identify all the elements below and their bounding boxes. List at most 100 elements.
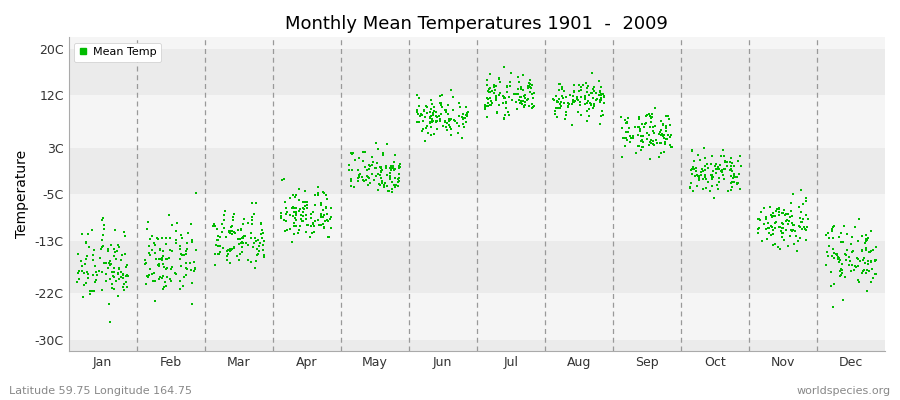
Point	[584, 102, 598, 109]
Point	[691, 172, 706, 179]
Point	[168, 270, 183, 277]
Point	[519, 97, 534, 103]
Point	[353, 171, 367, 177]
Bar	[68, 37, 885, 49]
Point	[482, 84, 497, 91]
Point	[321, 234, 336, 240]
Point	[289, 217, 303, 223]
Point	[761, 220, 776, 226]
Point	[176, 274, 191, 280]
Point	[410, 110, 425, 117]
Point	[521, 80, 535, 87]
Point	[794, 219, 808, 226]
Point	[121, 273, 135, 280]
Point	[572, 97, 586, 104]
Point	[552, 95, 566, 102]
Point	[833, 272, 848, 278]
Point	[493, 90, 508, 96]
Point	[856, 257, 870, 263]
Y-axis label: Temperature: Temperature	[15, 150, 29, 238]
Point	[235, 239, 249, 245]
Point	[306, 209, 320, 216]
Point	[289, 209, 303, 215]
Point	[771, 212, 786, 218]
Point	[169, 240, 184, 246]
Point	[788, 228, 802, 234]
Point	[864, 258, 878, 264]
Point	[652, 129, 667, 136]
Point	[111, 293, 125, 300]
Point	[709, 182, 724, 189]
Point	[752, 226, 766, 232]
Point	[774, 233, 788, 240]
Point	[550, 98, 564, 105]
Point	[142, 271, 157, 278]
Point	[306, 220, 320, 226]
Point	[163, 247, 177, 254]
Point	[636, 123, 651, 130]
Point	[636, 143, 651, 150]
Point	[646, 140, 661, 147]
Point	[845, 234, 859, 240]
Point	[798, 237, 813, 243]
Point	[363, 163, 377, 169]
Point	[252, 243, 266, 250]
Point	[165, 248, 179, 255]
Point	[386, 165, 400, 171]
Point	[626, 133, 641, 139]
Point	[648, 105, 662, 111]
Point	[851, 263, 866, 269]
Point	[120, 272, 134, 278]
Point	[594, 90, 608, 97]
Point	[790, 238, 805, 245]
Point	[119, 264, 133, 270]
Point	[626, 135, 641, 141]
Point	[424, 97, 438, 103]
Point	[214, 229, 229, 235]
Point	[798, 227, 813, 233]
Point	[591, 78, 606, 84]
Point	[836, 239, 850, 246]
Point	[81, 270, 95, 277]
Point	[324, 204, 338, 211]
Point	[384, 188, 399, 195]
Point	[724, 180, 738, 186]
Point	[734, 163, 748, 169]
Point	[164, 266, 178, 272]
Point	[776, 225, 790, 232]
Point	[690, 152, 705, 158]
Point	[163, 234, 177, 241]
Point	[417, 107, 431, 114]
Point	[220, 253, 235, 260]
Point	[706, 174, 720, 180]
Point	[634, 133, 648, 139]
Point	[777, 210, 791, 216]
Point	[299, 216, 313, 222]
Point	[276, 216, 291, 223]
Point	[588, 101, 602, 107]
Point	[159, 265, 174, 271]
Point	[446, 117, 461, 124]
Point	[850, 276, 865, 283]
Point	[232, 257, 247, 264]
Point	[112, 244, 127, 250]
Point	[716, 153, 731, 160]
Point	[392, 174, 407, 181]
Point	[245, 213, 259, 220]
Point	[304, 211, 319, 218]
Point	[592, 92, 607, 98]
Point	[311, 222, 326, 228]
Point	[94, 245, 108, 252]
Point	[113, 269, 128, 275]
Point	[582, 92, 597, 98]
Point	[109, 278, 123, 284]
Point	[769, 219, 783, 225]
Point	[444, 87, 458, 93]
Point	[184, 237, 199, 244]
Point	[659, 123, 673, 130]
Point	[120, 284, 134, 290]
Point	[215, 244, 230, 251]
Point	[480, 82, 494, 89]
Point	[868, 256, 883, 263]
Point	[553, 105, 567, 112]
